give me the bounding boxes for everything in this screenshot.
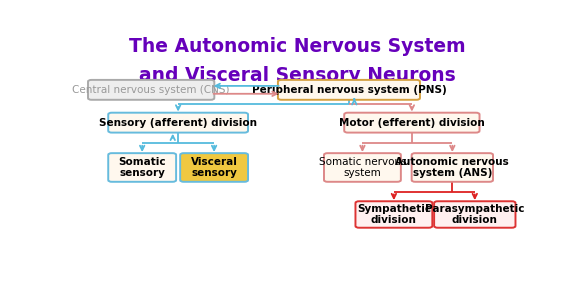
FancyBboxPatch shape [108,113,248,133]
FancyBboxPatch shape [412,153,493,182]
Text: The Autonomic Nervous System: The Autonomic Nervous System [129,37,466,56]
Text: Sensory (afferent) division: Sensory (afferent) division [99,118,257,128]
Text: and Visceral Sensory Neurons: and Visceral Sensory Neurons [139,66,456,85]
FancyBboxPatch shape [434,201,516,228]
FancyBboxPatch shape [108,153,176,182]
FancyBboxPatch shape [344,113,480,133]
FancyBboxPatch shape [324,153,401,182]
Text: Autonomic nervous
system (ANS): Autonomic nervous system (ANS) [396,157,509,178]
Text: Sympathetic
division: Sympathetic division [357,204,431,225]
FancyBboxPatch shape [278,80,420,100]
FancyBboxPatch shape [88,80,215,100]
FancyBboxPatch shape [180,153,248,182]
Text: Visceral
sensory: Visceral sensory [191,157,238,178]
FancyBboxPatch shape [356,201,432,228]
Text: Peripheral nervous system (PNS): Peripheral nervous system (PNS) [252,85,447,95]
Text: Central nervous system (CNS): Central nervous system (CNS) [72,85,230,95]
Text: Parasympathetic
division: Parasympathetic division [425,204,524,225]
Text: Somatic nervous
system: Somatic nervous system [318,157,406,178]
Text: Somatic
sensory: Somatic sensory [118,157,166,178]
Text: Motor (efferent) division: Motor (efferent) division [339,118,485,128]
